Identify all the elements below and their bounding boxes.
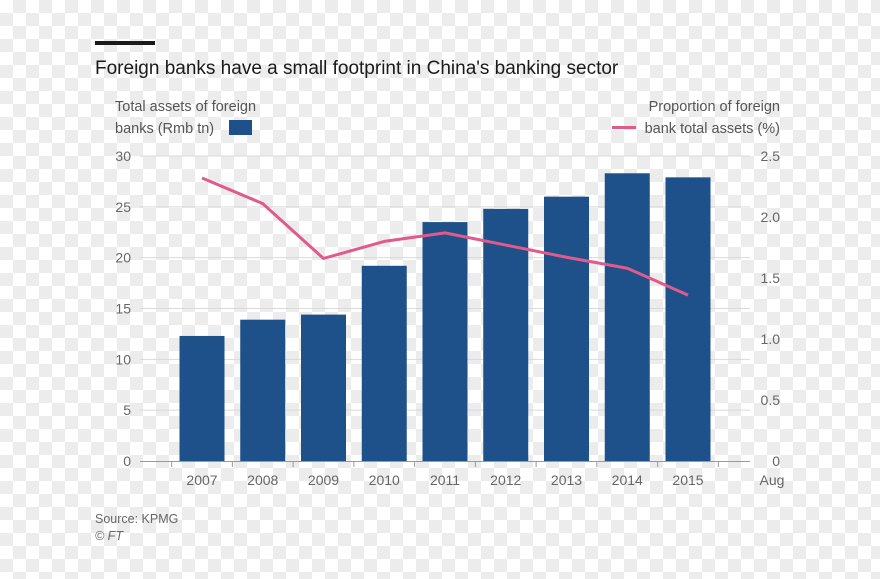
y-right-tick-label: 2.0 <box>761 209 781 225</box>
x-tick-label: 2013 <box>551 472 582 488</box>
bar-2012 <box>483 208 529 461</box>
legend-bar-label-line2: banks (Rmb tn) <box>115 121 214 137</box>
y-left-tick-label: 15 <box>115 301 131 317</box>
y-left-tick-label: 10 <box>115 351 131 367</box>
bar-series <box>179 173 711 462</box>
x-axis: 2007 2008 2009 2010 2011 2012 2013 2014 2015 Aug <box>171 461 785 488</box>
legend-line-label-line2: bank total assets (%) <box>645 121 780 137</box>
bar-2013 <box>544 196 589 461</box>
x-tick-label: 2007 <box>186 472 217 488</box>
bar-2008 <box>240 319 286 461</box>
x-tick-label: 2012 <box>490 472 521 488</box>
y-left-tick-label: 5 <box>123 402 131 418</box>
legend-bar-label-line1: Total assets of foreign <box>115 99 256 115</box>
chart-title: Foreign banks have a small footprint in … <box>95 58 619 79</box>
x-tick-label: 2011 <box>430 472 460 488</box>
x-tick-label: 2008 <box>247 472 278 488</box>
line-series <box>201 176 689 297</box>
y-right-tick-label: 1.0 <box>761 331 781 347</box>
y-right-tick-label: 0.5 <box>761 392 781 408</box>
y-left-tick-label: 20 <box>115 250 131 266</box>
y-left-tick-label: 0 <box>123 453 131 469</box>
bar-2014 <box>604 173 650 462</box>
x-extra-tick-label: Aug <box>760 472 785 488</box>
bar-2011 <box>422 222 468 461</box>
bar-2007 <box>179 335 225 461</box>
y-right-tick-label: 0 <box>772 453 780 469</box>
x-tick-label: 2014 <box>612 472 643 488</box>
title-rule <box>95 41 155 45</box>
source-note: Source: KPMG <box>95 512 178 526</box>
bar-2009 <box>301 314 346 461</box>
right-axis: 0 0.5 1.0 1.5 2.0 2.5 <box>761 148 781 469</box>
y-left-tick-label: 25 <box>115 199 131 215</box>
bar-2015 <box>665 177 711 461</box>
x-tick-label: 2010 <box>369 472 400 488</box>
bar-2010 <box>361 265 407 461</box>
ft-credit: © FT <box>95 529 124 543</box>
left-axis: 0 5 10 15 20 25 30 <box>115 148 131 469</box>
y-right-tick-label: 1.5 <box>761 270 781 286</box>
x-tick-label: 2009 <box>308 472 339 488</box>
legend-bar-swatch <box>229 120 252 135</box>
x-tick-label: 2015 <box>672 472 703 488</box>
legend-line-label-line1: Proportion of foreign <box>649 99 780 115</box>
y-right-tick-label: 2.5 <box>761 148 781 164</box>
y-left-tick-label: 30 <box>115 148 131 164</box>
